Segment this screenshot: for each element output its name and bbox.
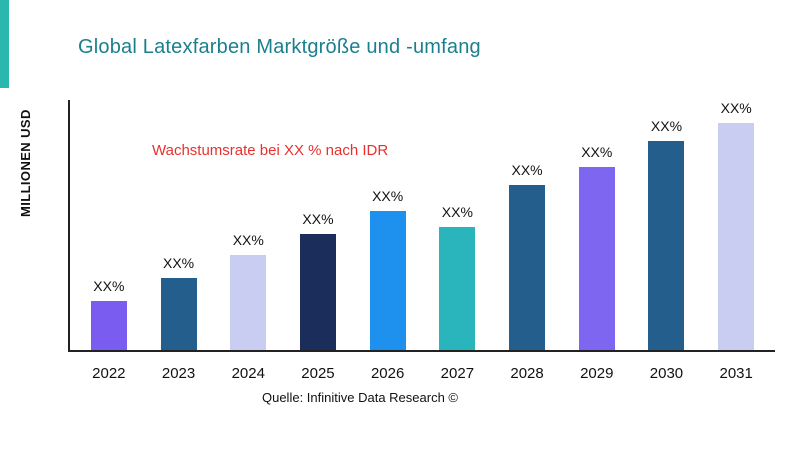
bar-2026 — [369, 211, 406, 350]
bar-value-label: XX% — [232, 232, 264, 248]
bar-value-label: XX% — [511, 162, 543, 178]
bar-2025 — [299, 234, 336, 350]
chart-title: Global Latexfarben Marktgröße und -umfan… — [78, 36, 481, 58]
bar-2031 — [718, 123, 755, 350]
x-tick-label: 2023 — [161, 365, 196, 382]
x-tick-label: 2025 — [301, 365, 335, 382]
bar-value-label: XX% — [650, 118, 683, 134]
x-tick-label: 2022 — [92, 365, 126, 382]
bar-value-label: XX% — [372, 188, 404, 204]
x-tick-label: 2027 — [440, 365, 475, 382]
x-tick-label: 2028 — [510, 365, 544, 382]
x-tick-label: 2026 — [370, 365, 405, 382]
bar-value-label: XX% — [720, 100, 752, 116]
bar-value-label: XX% — [93, 278, 125, 294]
y-axis-label: MILLIONEN USD — [18, 109, 33, 217]
source-caption: Quelle: Infinitive Data Research © — [261, 390, 458, 405]
bar-2024 — [230, 255, 267, 350]
bar-column-2025: XX% 2025 — [283, 100, 353, 382]
bar-column-2023: XX% 2023 — [144, 100, 214, 382]
bar-column-2027: XX% 2027 — [423, 100, 493, 382]
bar-value-label: XX% — [441, 204, 473, 220]
bar-column-2028: XX% 2028 — [492, 100, 562, 382]
bar-column-2026: XX% 2026 — [353, 100, 423, 382]
x-tick-label: 2029 — [580, 365, 614, 382]
bar-2022 — [90, 301, 127, 350]
bar-column-2024: XX% 2024 — [213, 100, 283, 382]
bar-2030 — [648, 141, 685, 350]
bar-column-2029: XX% 2029 — [562, 100, 632, 382]
x-tick-label: 2031 — [719, 365, 753, 382]
bar-value-label: XX% — [302, 211, 334, 227]
bar-2028 — [509, 185, 546, 350]
bar-column-2030: XX% 2030 — [632, 100, 702, 382]
x-tick-label: 2024 — [231, 365, 265, 382]
accent-stripe — [0, 0, 9, 88]
growth-rate-annotation: Wachstumsrate bei XX % nach IDR — [152, 142, 389, 159]
bar-value-label: XX% — [581, 144, 613, 160]
bar-2023 — [160, 278, 197, 350]
x-tick-label: 2030 — [649, 365, 684, 382]
bar-column-2031: XX% 2031 — [701, 100, 771, 382]
bar-2029 — [578, 167, 615, 350]
bar-value-label: XX% — [162, 255, 195, 271]
bar-column-2022: XX% 2022 — [74, 100, 144, 382]
plot-area: Wachstumsrate bei XX % nach IDR XX% 2022 X… — [68, 100, 775, 382]
bars-container: XX% 2022 XX% 2023 XX% 2024 XX% 2025 XX% 2026 XX% 20… — [70, 100, 775, 382]
bar-2027 — [439, 227, 476, 350]
